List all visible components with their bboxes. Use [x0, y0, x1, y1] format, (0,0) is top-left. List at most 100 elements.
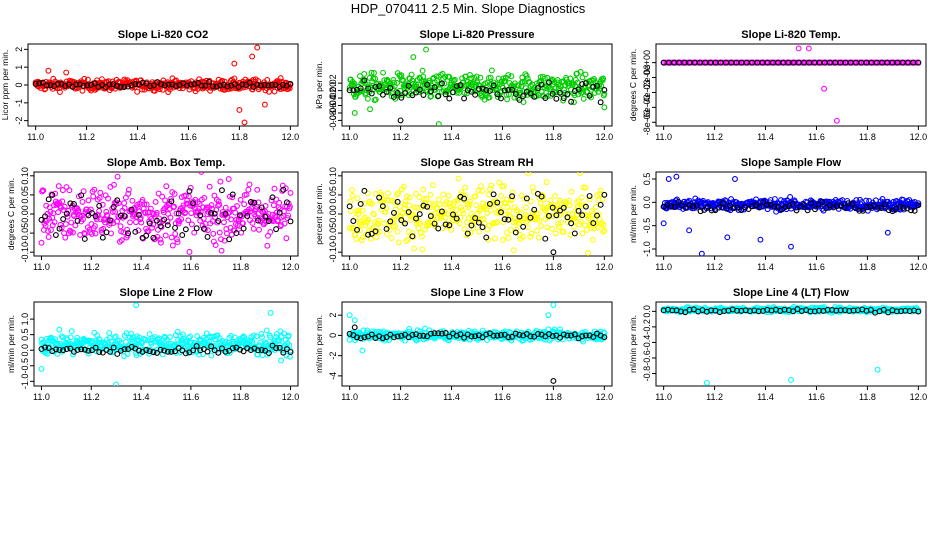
data-point [550, 249, 557, 256]
data-point [417, 220, 424, 227]
data-point [461, 334, 468, 341]
data-point [577, 68, 584, 75]
data-point [67, 200, 74, 207]
data-point [384, 190, 391, 197]
data-point [483, 331, 490, 338]
data-point [512, 229, 519, 236]
data-point [106, 329, 113, 336]
data-point [163, 183, 170, 190]
data-point [719, 200, 726, 207]
data-point [143, 201, 150, 208]
data-point [361, 71, 368, 77]
data-point [505, 234, 512, 241]
data-point [187, 333, 194, 340]
data-point [124, 226, 131, 233]
data-point [453, 83, 460, 89]
data-point [179, 205, 186, 211]
data-point [494, 199, 501, 206]
data-point [218, 236, 224, 243]
x-tick-label: 12.0 [282, 392, 300, 402]
y-tick-label: 0.00 [328, 205, 338, 223]
data-point [351, 324, 358, 331]
data-point [852, 205, 859, 212]
data-point [575, 198, 582, 204]
data-points [32, 44, 294, 126]
data-point [496, 179, 503, 186]
data-point [40, 79, 46, 86]
data-point [357, 335, 364, 342]
data-point [479, 224, 486, 231]
data-point [350, 87, 357, 94]
data-point [182, 226, 189, 233]
data-point [848, 200, 855, 207]
data-point [771, 203, 778, 210]
data-point [200, 215, 207, 222]
data-point [579, 230, 586, 237]
plot-frame [655, 43, 927, 127]
data-point [486, 200, 493, 207]
data-point [103, 208, 110, 215]
data-point [516, 87, 523, 93]
data-point [475, 219, 482, 226]
y-axis-label: Licor ppm per min. [0, 50, 10, 120]
data-point [671, 203, 678, 210]
data-point [560, 331, 567, 338]
data-point [231, 334, 238, 341]
data-point [162, 197, 169, 204]
data-point [47, 208, 54, 215]
data-point [841, 204, 848, 211]
data-point [118, 237, 125, 244]
data-point [594, 192, 601, 199]
x-tick-label: 11.0 [655, 262, 672, 272]
x-tick-label: 11.6 [182, 392, 199, 402]
data-point [441, 80, 448, 87]
data-point [240, 348, 247, 355]
data-point [473, 202, 480, 209]
data-points [38, 302, 294, 386]
data-points [346, 46, 608, 126]
data-point [249, 219, 256, 226]
data-point [535, 234, 542, 241]
data-point [590, 220, 597, 227]
series-all [660, 173, 922, 256]
data-point [65, 207, 72, 214]
data-point [410, 54, 417, 60]
y-tick-label: -0.5 [20, 358, 30, 374]
x-tick-label: 11.8 [232, 392, 249, 402]
data-point [81, 235, 88, 242]
data-point [258, 214, 265, 221]
data-point [795, 45, 802, 52]
data-point [455, 175, 462, 182]
data-point [71, 201, 77, 207]
series-selected [346, 77, 608, 124]
data-point [349, 187, 356, 193]
x-tick-label: 11.0 [33, 262, 50, 272]
data-point [682, 309, 689, 316]
y-tick-label: -0.8 [642, 366, 652, 382]
data-point [226, 236, 233, 243]
data-point [805, 45, 812, 52]
data-point [268, 81, 275, 88]
data-point [394, 79, 401, 86]
data-point [266, 88, 273, 95]
data-point [788, 376, 794, 383]
x-tick-label: 11.8 [859, 132, 876, 142]
series-selected [38, 342, 294, 357]
data-point [527, 198, 534, 205]
data-point [586, 193, 593, 199]
data-point [185, 217, 192, 224]
data-point [125, 190, 132, 197]
data-point [150, 211, 157, 218]
data-point [357, 227, 363, 234]
data-point [78, 192, 85, 199]
data-point [229, 345, 236, 352]
data-point [410, 234, 417, 241]
data-point [499, 237, 506, 243]
data-point [509, 189, 516, 196]
data-point [179, 347, 186, 354]
data-point [546, 79, 552, 86]
data-point [45, 228, 51, 234]
data-point [427, 191, 434, 198]
y-tick-label: 0.00 [20, 205, 30, 223]
data-point [601, 227, 608, 234]
